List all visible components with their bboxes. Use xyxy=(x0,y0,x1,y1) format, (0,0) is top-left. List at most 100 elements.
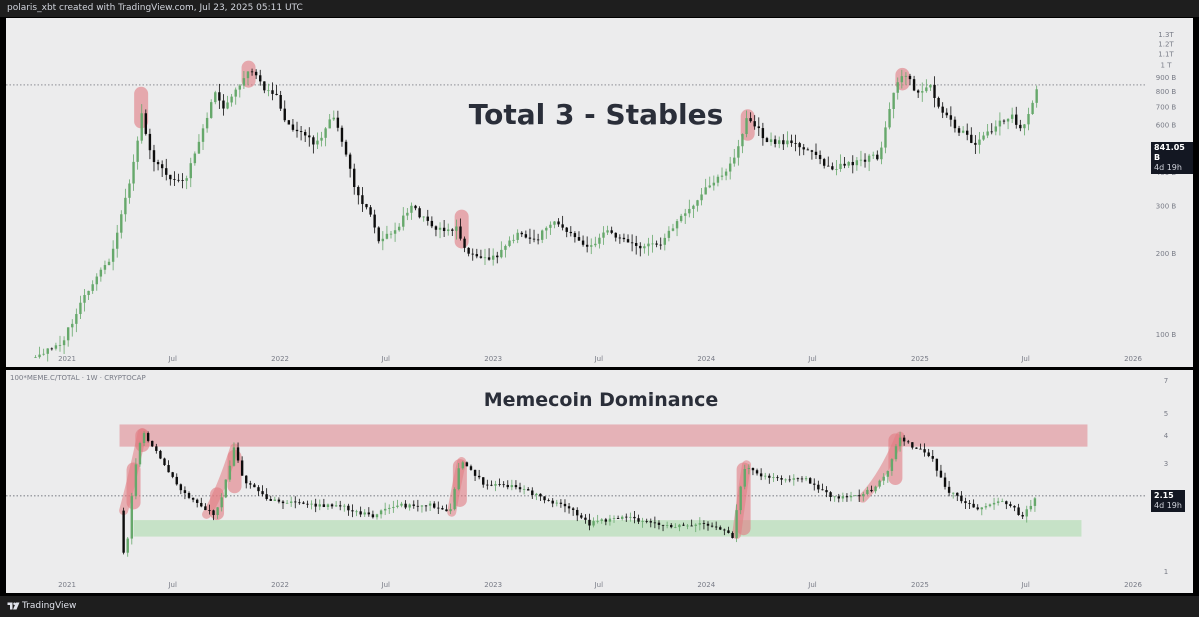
candle-body xyxy=(477,475,481,478)
candle-body xyxy=(882,476,885,481)
candle-body xyxy=(804,478,808,480)
candle-body xyxy=(191,497,195,500)
candle-body xyxy=(442,227,446,232)
candle-body xyxy=(612,518,616,519)
candle-body xyxy=(614,232,617,238)
candle-body xyxy=(822,159,826,166)
candle-body xyxy=(581,240,585,245)
candle-countdown: 4d 19h xyxy=(1154,501,1182,510)
candle-body xyxy=(410,205,413,213)
candle-body xyxy=(160,164,164,169)
candle-body xyxy=(600,519,603,521)
candle-body xyxy=(246,71,250,79)
y-tick-label: 300 B xyxy=(1156,203,1177,211)
candle-body xyxy=(978,139,981,145)
candle-body xyxy=(66,327,70,341)
candle-body xyxy=(451,229,454,231)
candle-body xyxy=(576,509,579,516)
candle-body xyxy=(58,345,62,346)
y-tick-label: 200 B xyxy=(1156,250,1177,258)
candle-body xyxy=(818,154,822,160)
candle-body xyxy=(974,142,977,145)
candle-body xyxy=(712,182,716,186)
candle-body xyxy=(134,464,138,497)
candle-body xyxy=(228,465,232,480)
candle-body xyxy=(553,221,556,225)
candle-body xyxy=(682,524,685,526)
candle-body xyxy=(945,112,948,116)
candle-body xyxy=(348,154,352,169)
y-tick-label: 700 B xyxy=(1156,103,1177,111)
x-tick-label: Jul xyxy=(594,581,604,589)
y-tick-label: 800 B xyxy=(1156,88,1177,96)
candle-body xyxy=(870,489,873,492)
candle-body xyxy=(839,163,842,170)
candle-body xyxy=(506,484,509,488)
candle-body xyxy=(688,208,691,214)
candle-body xyxy=(751,467,755,471)
candle-body xyxy=(155,446,158,451)
x-tick-label: 2022 xyxy=(271,355,289,363)
candle-body xyxy=(755,470,759,474)
y-tick-label: 4 xyxy=(1164,432,1169,440)
candle-body xyxy=(888,108,891,128)
candle-body xyxy=(320,137,323,141)
candle-body xyxy=(138,443,142,465)
candle-body xyxy=(146,433,150,441)
candle-body xyxy=(563,503,567,507)
candle-body xyxy=(651,243,654,245)
candle-body xyxy=(596,520,599,522)
candle-body xyxy=(886,470,890,477)
candle-body xyxy=(257,487,260,492)
resistance-zone xyxy=(119,424,1088,447)
candle-body xyxy=(167,465,170,473)
candle-body xyxy=(455,226,458,231)
candle-body xyxy=(915,447,918,449)
candle-body xyxy=(357,187,360,196)
candle-body xyxy=(702,523,706,524)
dominance-chart-svg[interactable]: 1 3 4 5 7 2021 Jul 2022 Jul 2023 Jul 2024 Jul 2025 Jul… xyxy=(6,370,1193,593)
candle-body xyxy=(1009,504,1012,506)
candle-body xyxy=(316,140,319,145)
candle-body xyxy=(620,516,624,519)
candle-body xyxy=(373,214,376,228)
footer-brand[interactable]: TradingView xyxy=(22,601,77,611)
candle-body xyxy=(580,515,583,518)
candle-body xyxy=(792,478,796,480)
candle-body xyxy=(520,232,523,235)
candle-body xyxy=(890,459,894,471)
candle-body xyxy=(561,224,564,228)
candle-body xyxy=(723,529,726,531)
candle-body xyxy=(245,475,248,484)
candle-body xyxy=(929,84,932,88)
candle-body xyxy=(308,135,311,138)
candle-body xyxy=(1029,505,1033,510)
candle-body xyxy=(976,507,979,510)
candle-body xyxy=(904,75,908,77)
candle-body xyxy=(306,503,309,505)
candle-body xyxy=(165,168,168,175)
candle-body xyxy=(859,159,863,161)
candle-body xyxy=(616,518,620,519)
candle-body xyxy=(526,489,530,491)
candle-body xyxy=(324,128,327,138)
candle-body xyxy=(259,75,262,82)
chart-pane-memecoin-dominance[interactable]: 1 3 4 5 7 2021 Jul 2022 Jul 2023 Jul 2024 Jul 2025 Jul… xyxy=(6,370,1193,593)
candle-body xyxy=(592,521,595,526)
candle-body xyxy=(814,151,818,155)
candle-body xyxy=(884,127,887,148)
candle-body xyxy=(234,89,237,97)
chart-title: Total 3 - Stables xyxy=(468,98,724,131)
candle-body xyxy=(916,90,920,93)
candle-body xyxy=(91,284,94,291)
candle-body xyxy=(788,479,791,481)
candle-body xyxy=(898,437,902,447)
candle-body xyxy=(226,102,229,109)
candle-body xyxy=(189,163,192,179)
candle-body xyxy=(769,139,773,142)
tradingview-logo-icon[interactable] xyxy=(7,600,20,612)
chart-title: Memecoin Dominance xyxy=(483,389,719,411)
candle-body xyxy=(698,523,702,525)
